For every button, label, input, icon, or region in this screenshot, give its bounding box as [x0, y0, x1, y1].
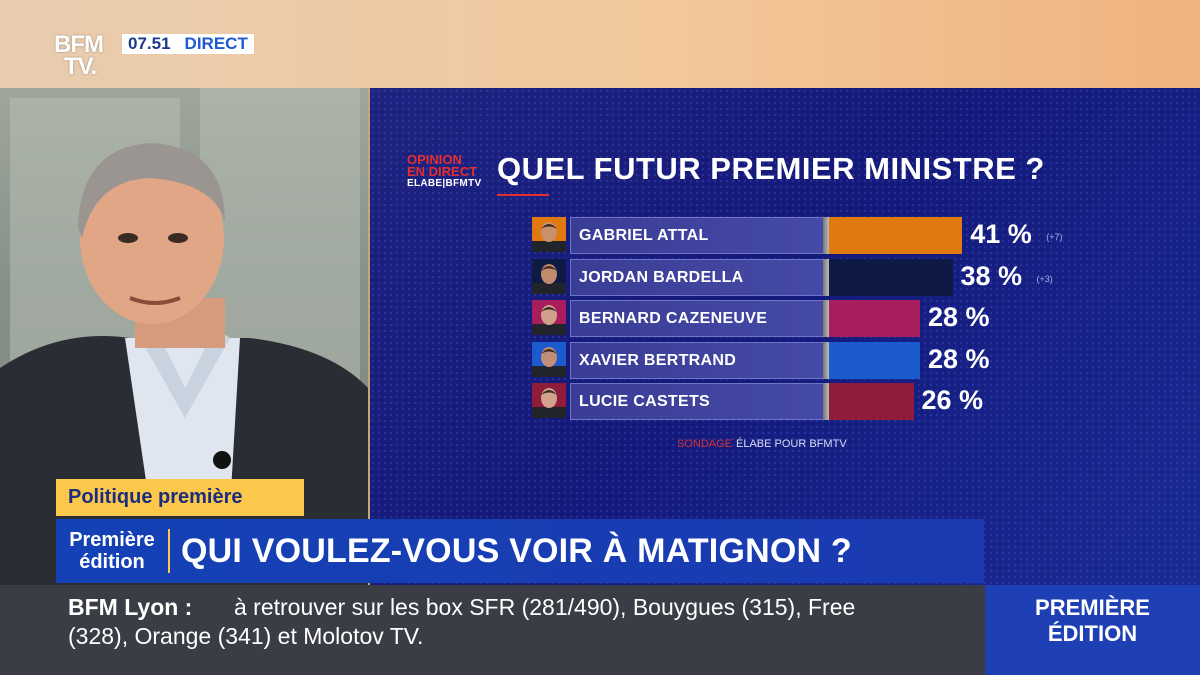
ticker-label: BFM Lyon : — [68, 594, 193, 620]
poll-question: QUEL FUTUR PREMIER MINISTRE ? — [497, 151, 1045, 186]
candidate-name: BERNARD CAZENEUVE — [579, 310, 768, 327]
logo-line1: BFM — [54, 31, 104, 58]
program-line2: édition — [79, 551, 145, 573]
candidate-name-bar: XAVIER BERTRAND — [570, 341, 824, 379]
news-ticker: BFM Lyon : à retrouver sur les box SFR (… — [0, 585, 985, 675]
topic-tag: Politique première — [56, 479, 304, 516]
bar — [829, 217, 963, 254]
candidate-photo — [532, 217, 566, 252]
channel-logo: BFM TV. — [54, 31, 116, 84]
poll-brand: OPINION EN DIRECT ELABE|BFMTV — [407, 152, 491, 190]
brand-line1: OPINION — [407, 152, 462, 167]
bar-divider — [823, 341, 829, 379]
candidate-photo — [532, 258, 566, 294]
headline-bar: Première édition QUI VOULEZ-VOUS VOIR À … — [56, 519, 984, 583]
poll-row: BERNARD CAZENEUVE 28 % — [532, 299, 1152, 337]
bar — [829, 300, 920, 337]
ticker-text-line1: à retrouver sur les box SFR (281/490), B… — [234, 594, 856, 620]
brand-line3: ELABE|BFMTV — [407, 178, 482, 189]
change-label: (+7) — [1046, 232, 1063, 242]
bar-value-label: 38 % — [960, 260, 1023, 291]
candidate-name: LUCIE CASTETS — [579, 393, 711, 410]
clock-time: 07.51 — [128, 34, 171, 53]
topic-tag-label: Politique première — [68, 486, 243, 508]
change-label: (+3) — [1036, 273, 1053, 284]
source-text: ÉLABE POUR BFMTV — [736, 438, 847, 450]
headline-separator — [168, 529, 170, 573]
brand-box-line2: ÉDITION — [1047, 621, 1138, 646]
candidate-name-bar: LUCIE CASTETS — [570, 383, 824, 420]
bar-divider — [823, 300, 829, 337]
program-name: Première édition — [56, 519, 168, 583]
bar — [829, 383, 914, 420]
bar — [829, 258, 953, 296]
program-line1: Première — [69, 529, 155, 551]
brand-line2: EN DIRECT — [407, 164, 478, 179]
poll-source: SONDAGE ÉLABE POUR BFMTV — [677, 438, 847, 450]
candidate-name-bar: BERNARD CAZENEUVE — [570, 300, 824, 337]
program-brand-box: PREMIÈRE ÉDITION — [985, 585, 1200, 675]
candidate-photo — [532, 300, 566, 335]
bar-divider — [823, 258, 829, 296]
candidate-name-bar: GABRIEL ATTAL — [570, 217, 824, 254]
bar — [829, 341, 920, 379]
title-underline — [497, 194, 549, 196]
poll-row: XAVIER BERTRAND 28 % — [532, 341, 1152, 379]
candidate-name: GABRIEL ATTAL — [579, 227, 709, 244]
bar-value-label: 28 % — [928, 302, 990, 332]
bar-divider — [823, 383, 829, 420]
poll-panel: OPINION EN DIRECT ELABE|BFMTV QUEL FUTUR… — [370, 88, 1200, 585]
poll-row: JORDAN BARDELLA 38 % (+3) — [532, 258, 1152, 296]
live-label: DIRECT — [184, 34, 248, 53]
poll-row: GABRIEL ATTAL 41 % (+7) — [532, 216, 1152, 254]
bar-divider — [823, 217, 829, 254]
source-label: SONDAGE — [677, 438, 733, 450]
clock-box: 07.51 DIRECT — [122, 34, 254, 54]
bar-value-label: 28 % — [928, 343, 990, 374]
ticker-text-line2: (328), Orange (341) et Molotov TV. — [68, 623, 424, 649]
brand-box-line1: PREMIÈRE — [1035, 595, 1150, 620]
candidate-name: JORDAN BARDELLA — [579, 268, 744, 286]
bar-value-label: 26 % — [921, 385, 984, 415]
candidate-photo — [532, 341, 566, 377]
candidate-name-bar: JORDAN BARDELLA — [570, 258, 824, 296]
candidate-photo — [532, 383, 566, 418]
poll-row: LUCIE CASTETS 26 % — [532, 382, 1152, 420]
headline-text: QUI VOULEZ-VOUS VOIR À MATIGNON ? — [181, 532, 852, 570]
logo-line2: TV. — [64, 53, 97, 80]
candidate-name: XAVIER BERTRAND — [579, 351, 737, 369]
bar-value-label: 41 % — [970, 219, 1032, 249]
